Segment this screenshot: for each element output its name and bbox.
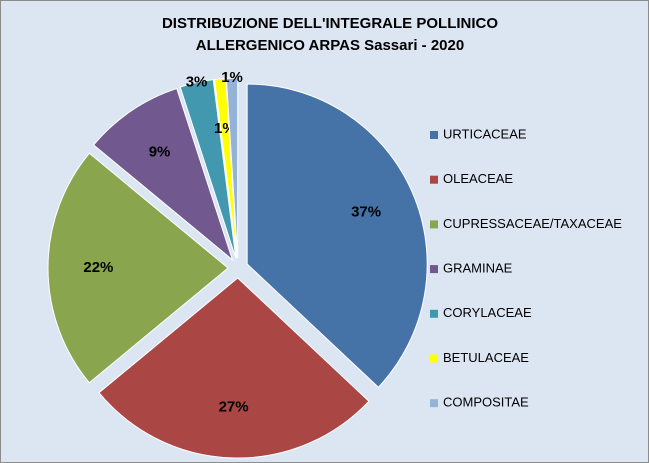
- legend-swatch: [430, 399, 438, 408]
- pie-slice: [47, 152, 229, 384]
- pie-slice: [98, 277, 370, 459]
- data-label: 37%: [351, 204, 381, 221]
- pie-slice: [225, 77, 239, 259]
- data-label: 22%: [83, 259, 113, 276]
- data-label: 27%: [219, 398, 249, 415]
- legend-label: CUPRESSACEAE/TAXACEAE: [443, 216, 622, 231]
- pie-slice: [246, 83, 428, 388]
- pie-slice: [92, 87, 234, 262]
- data-label: 9%: [149, 144, 171, 161]
- pie-slice: [179, 79, 237, 259]
- pie-slice: [213, 77, 238, 259]
- legend-label: OLEACEAE: [443, 171, 513, 186]
- legend-label: COMPOSITAE: [443, 395, 529, 410]
- legend-label: URTICACEAE: [443, 126, 527, 141]
- legend-swatch: [430, 265, 438, 274]
- chart-title-line: DISTRIBUZIONE DELL'INTEGRALE POLLINICO: [162, 15, 498, 32]
- legend-swatch: [430, 131, 438, 139]
- legend-label: GRAMINAE: [443, 261, 513, 276]
- chart-title-line: ALLERGENICO ARPAS Sassari - 2020: [196, 37, 464, 54]
- legend-swatch: [430, 309, 438, 318]
- legend-swatch: [430, 220, 438, 229]
- legend-swatch: [430, 354, 438, 363]
- data-label: 3%: [186, 74, 208, 91]
- legend-label: CORYLACEAE: [443, 305, 532, 320]
- legend-label: BETULACEAE: [443, 350, 529, 365]
- legend-swatch: [430, 175, 438, 184]
- data-label: 1%: [221, 69, 243, 86]
